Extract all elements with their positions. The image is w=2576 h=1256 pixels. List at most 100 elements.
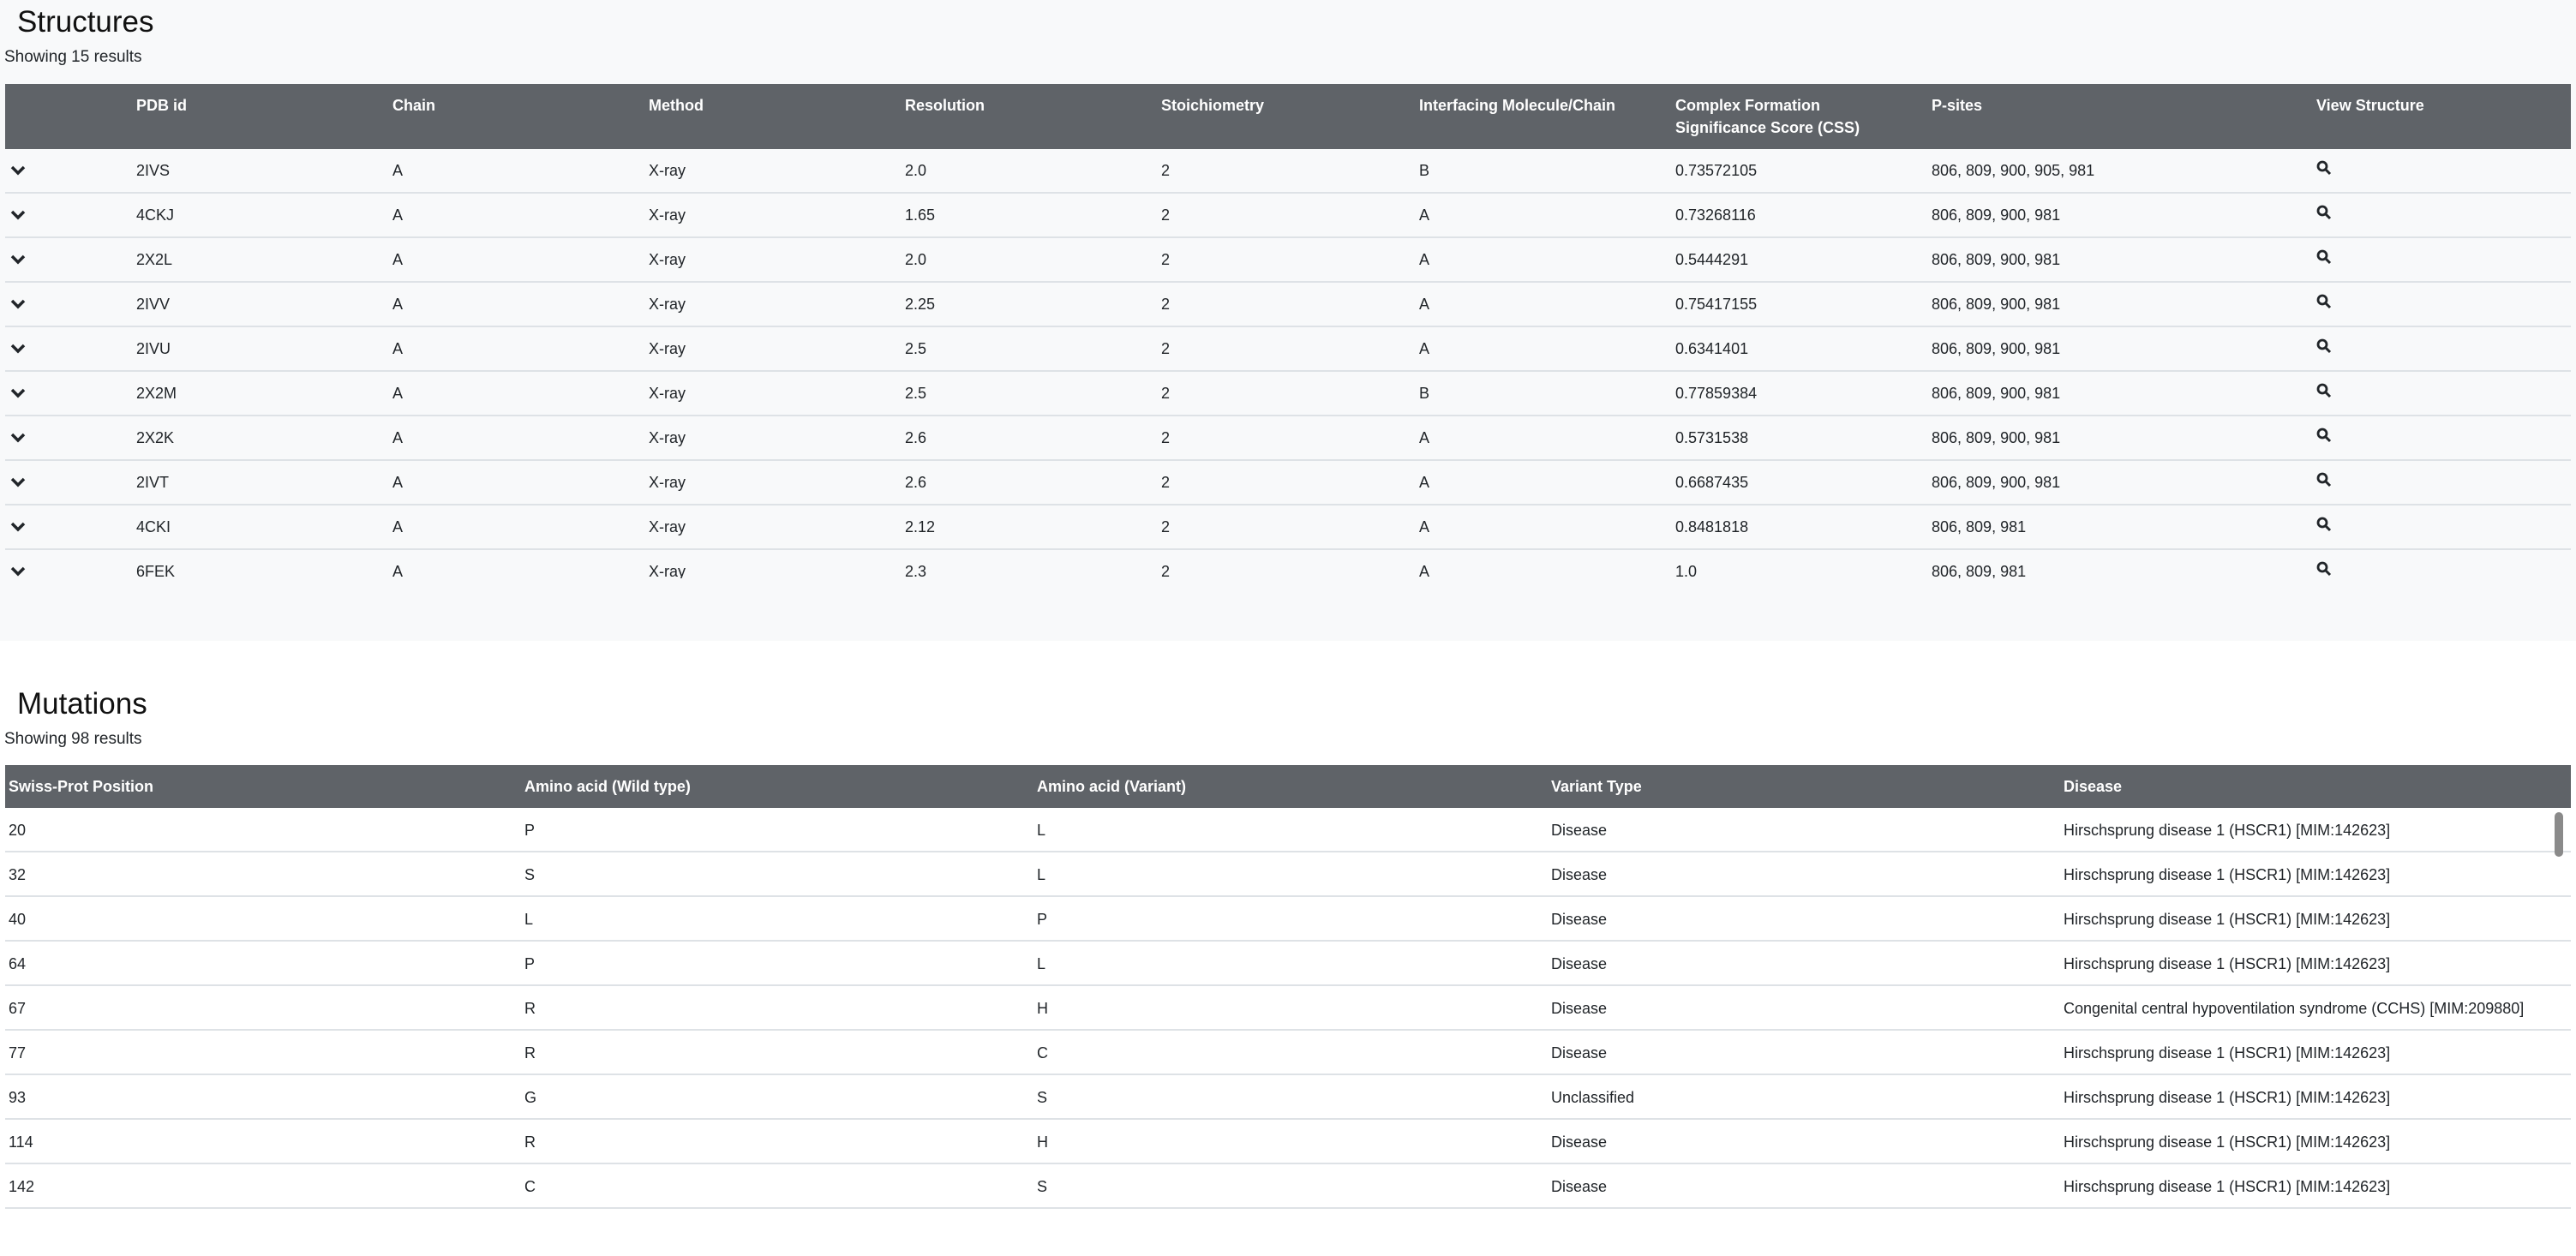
column-header: Method [649, 84, 905, 149]
cell: A [1419, 505, 1675, 550]
cell: Hirschsprung disease 1 (HSCR1) [MIM:1426… [2060, 896, 2571, 942]
view-structure-cell[interactable] [2316, 282, 2571, 327]
cell: R [521, 1119, 1033, 1164]
expand-cell[interactable] [5, 549, 136, 578]
cell: 0.5731538 [1675, 416, 1932, 461]
expand-cell[interactable] [5, 193, 136, 238]
column-header: Amino acid (Variant) [1033, 765, 1548, 808]
expand-cell[interactable] [5, 237, 136, 283]
cell: 93 [5, 1074, 521, 1120]
cell: 32 [5, 852, 521, 897]
cell: 2 [1161, 282, 1419, 327]
expand-header [5, 84, 136, 149]
search-icon [2316, 205, 2332, 220]
structure-row: 2X2M A X-ray 2.5 2 B 0.77859384 806, 809, 900, … [5, 371, 2571, 416]
chevron-icon [10, 433, 26, 443]
cell: A [392, 549, 649, 578]
search-icon [2316, 472, 2332, 487]
cell: 1.65 [905, 193, 1161, 238]
chevron-icon [10, 210, 26, 220]
cell: A [1419, 416, 1675, 461]
cell: 806, 809, 900, 905, 981 [1932, 149, 2316, 194]
cell: 4CKJ [136, 193, 392, 238]
view-structure-cell[interactable] [2316, 237, 2571, 283]
cell: A [392, 282, 649, 327]
section-title: Structures [17, 5, 154, 39]
cell: 20 [5, 808, 521, 852]
cell: Disease [1548, 1163, 2060, 1209]
cell: Hirschsprung disease 1 (HSCR1) [MIM:1426… [2060, 941, 2571, 986]
section-title: Mutations [17, 687, 147, 721]
result-count: Showing 15 results [4, 48, 142, 66]
view-structure-cell[interactable] [2316, 326, 2571, 372]
mutation-row: 20 P L Disease Hirschsprung disease 1 (HSCR1… [5, 808, 2571, 852]
cell: Hirschsprung disease 1 (HSCR1) [MIM:1426… [2060, 1074, 2571, 1120]
cell: 806, 809, 900, 981 [1932, 460, 2316, 505]
cell: 2 [1161, 416, 1419, 461]
mutation-row: 32 S L Disease Hirschsprung disease 1 (HSCR1… [5, 852, 2571, 897]
view-structure-cell[interactable] [2316, 460, 2571, 505]
cell: A [392, 326, 649, 372]
cell: A [392, 505, 649, 550]
cell: X-ray [649, 416, 905, 461]
expand-cell[interactable] [5, 282, 136, 327]
mutation-row: 40 L P Disease Hirschsprung disease 1 (HSCR1… [5, 896, 2571, 942]
chevron-icon [10, 299, 26, 309]
cell: 806, 809, 900, 981 [1932, 371, 2316, 416]
structure-row: 2IVU A X-ray 2.5 2 A 0.6341401 806, 809, 900, 9… [5, 326, 2571, 372]
cell: 806, 809, 900, 981 [1932, 416, 2316, 461]
search-icon [2316, 249, 2332, 265]
structures-section: Structures Showing 15 results PDB id Chai… [4, 5, 2571, 578]
cell: Hirschsprung disease 1 (HSCR1) [MIM:1426… [2060, 808, 2571, 852]
expand-cell[interactable] [5, 460, 136, 505]
cell: L [1033, 941, 1548, 986]
view-structure-cell[interactable] [2316, 193, 2571, 238]
cell: X-ray [649, 282, 905, 327]
cell: 2 [1161, 505, 1419, 550]
expand-cell[interactable] [5, 371, 136, 416]
cell: 142 [5, 1163, 521, 1209]
cell: 2IVS [136, 149, 392, 194]
cell: C [521, 1163, 1033, 1209]
column-header: P-sites [1932, 84, 2316, 149]
column-header: Amino acid (Wild type) [521, 765, 1033, 808]
cell: X-ray [649, 460, 905, 505]
cell: 2 [1161, 193, 1419, 238]
mutation-row: 142 C S Disease Hirschsprung disease 1 (HSCR… [5, 1163, 2571, 1209]
cell: A [392, 371, 649, 416]
expand-cell[interactable] [5, 326, 136, 372]
cell: 6FEK [136, 549, 392, 578]
view-structure-cell[interactable] [2316, 371, 2571, 416]
cell: 2 [1161, 460, 1419, 505]
mutation-row: 67 R H Disease Congenital central hypoventil… [5, 985, 2571, 1031]
column-header: Stoichiometry [1161, 84, 1419, 149]
search-icon [2316, 294, 2332, 309]
cell: Disease [1548, 808, 2060, 852]
cell: B [1419, 149, 1675, 194]
scrollbar-thumb[interactable] [2555, 812, 2563, 857]
chevron-icon [10, 344, 26, 354]
expand-cell[interactable] [5, 505, 136, 550]
cell: 2 [1161, 237, 1419, 283]
cell: Hirschsprung disease 1 (HSCR1) [MIM:1426… [2060, 852, 2571, 897]
view-structure-cell[interactable] [2316, 505, 2571, 550]
cell: 2 [1161, 326, 1419, 372]
cell: 806, 809, 981 [1932, 505, 2316, 550]
cell: X-ray [649, 326, 905, 372]
view-structure-cell[interactable] [2316, 149, 2571, 194]
cell: Unclassified [1548, 1074, 2060, 1120]
view-structure-cell[interactable] [2316, 549, 2571, 578]
mutations-section: Mutations Showing 98 results Swiss-Prot … [0, 651, 2576, 1256]
expand-cell[interactable] [5, 416, 136, 461]
structures-table-scroll[interactable]: PDB id Chain Method Resolution Stoichiometry… [5, 84, 2571, 578]
expand-cell[interactable] [5, 149, 136, 194]
cell: 2X2K [136, 416, 392, 461]
structure-row: 4CKI A X-ray 2.12 2 A 0.8481818 806, 809, 981 [5, 505, 2571, 550]
cell: 0.77859384 [1675, 371, 1932, 416]
mutations-table-scroll[interactable]: Swiss-Prot Position Amino acid (Wild type… [5, 765, 2571, 1256]
view-structure-cell[interactable] [2316, 416, 2571, 461]
mutation-row: 64 P L Disease Hirschsprung disease 1 (HSCR1… [5, 941, 2571, 986]
mutation-row: 93 G S Unclassified Hirschsprung disease 1 (… [5, 1074, 2571, 1120]
cell: 2.25 [905, 282, 1161, 327]
